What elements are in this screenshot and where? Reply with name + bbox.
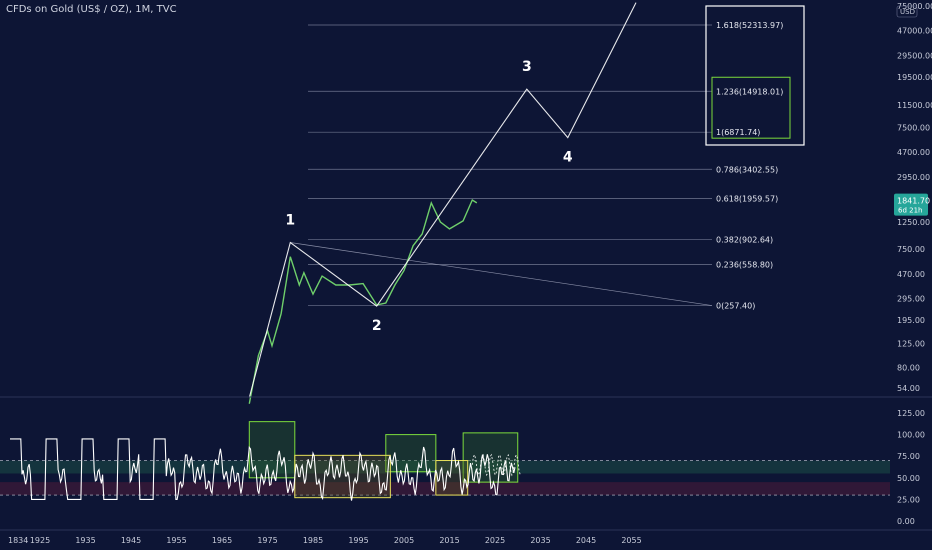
fib-label: 1.618(52313.97) bbox=[716, 21, 783, 30]
fib-label: 0.786(3402.55) bbox=[716, 165, 778, 174]
last-price-value: 1841.70 bbox=[897, 197, 930, 206]
oscillator-projection bbox=[471, 453, 521, 477]
time-tick-label: 1975 bbox=[257, 536, 277, 545]
oscillator-tick-label: 75.00 bbox=[897, 452, 920, 461]
time-tick-label: 1995 bbox=[348, 536, 368, 545]
price-tick-label: 19500.00 bbox=[897, 73, 932, 82]
time-tick-label: 2025 bbox=[485, 536, 505, 545]
fib-label: 1.236(14918.01) bbox=[716, 87, 783, 96]
chart-title: CFDs on Gold (US$ / OZ), 1M, TVC bbox=[6, 4, 177, 15]
price-tick-label: 80.00 bbox=[897, 363, 920, 372]
time-tick-label: 2015 bbox=[439, 536, 459, 545]
price-tick-label: 750.00 bbox=[897, 245, 925, 254]
fib-label: 0.618(1959.57) bbox=[716, 194, 778, 203]
trend-line bbox=[290, 242, 713, 306]
price-tick-label: 2950.00 bbox=[897, 173, 930, 182]
fib-label: 0(257.40) bbox=[716, 302, 755, 311]
price-tick-label: 47000.00 bbox=[897, 27, 932, 36]
elliott-wave-path bbox=[248, 2, 637, 398]
price-tick-label: 195.00 bbox=[897, 316, 925, 325]
time-tick-label: 2055 bbox=[621, 536, 641, 545]
wave-label-1: 1 bbox=[285, 212, 295, 228]
time-tick-label: 1925 bbox=[30, 536, 50, 545]
price-tick-label: 7500.00 bbox=[897, 124, 930, 133]
time-tick-label: 1965 bbox=[212, 536, 232, 545]
currency-box bbox=[896, 5, 918, 18]
time-tick-label: 1834 bbox=[8, 536, 28, 545]
price-tick-label: 75000.00 bbox=[897, 2, 932, 11]
price-tick-label: 29500.00 bbox=[897, 51, 932, 60]
last-price-tag bbox=[894, 193, 928, 216]
currency-label: USD bbox=[900, 8, 915, 16]
wave-label-4: 4 bbox=[563, 150, 573, 166]
wave-label-2: 2 bbox=[372, 318, 382, 334]
time-tick-label: 1985 bbox=[303, 536, 323, 545]
oscillator-green-box bbox=[248, 421, 296, 479]
target-zone-green-box bbox=[711, 76, 791, 139]
fib-label: 1(6871.74) bbox=[716, 128, 760, 137]
oscillator-tick-label: 100.00 bbox=[897, 431, 925, 440]
time-tick-label: 1945 bbox=[121, 536, 141, 545]
time-tick-label: 2035 bbox=[530, 536, 550, 545]
oscillator-tick-label: 125.00 bbox=[897, 409, 925, 418]
oscillator-green-box bbox=[385, 434, 437, 473]
price-tick-label: 1250.00 bbox=[897, 218, 930, 227]
price-series bbox=[248, 198, 478, 404]
time-tick-label: 1935 bbox=[75, 536, 95, 545]
fib-label: 0.382(902.64) bbox=[716, 235, 773, 244]
fib-label: 0.236(558.80) bbox=[716, 261, 773, 270]
price-tick-label: 470.00 bbox=[897, 270, 925, 279]
price-tick-label: 125.00 bbox=[897, 340, 925, 349]
price-tick-label: 4700.00 bbox=[897, 148, 930, 157]
oscillator-tick-label: 0.00 bbox=[897, 517, 915, 526]
time-tick-label: 2045 bbox=[576, 536, 596, 545]
time-tick-label: 1955 bbox=[166, 536, 186, 545]
oscillator-tick-label: 25.00 bbox=[897, 495, 920, 504]
time-tick-label: 2005 bbox=[394, 536, 414, 545]
wave-label-3: 3 bbox=[522, 59, 532, 75]
countdown-value: 6d 21h bbox=[898, 207, 922, 215]
target-zone-white-box bbox=[705, 5, 805, 146]
price-tick-label: 295.00 bbox=[897, 294, 925, 303]
price-tick-label: 11500.00 bbox=[897, 101, 932, 110]
oscillator-tick-label: 50.00 bbox=[897, 474, 920, 483]
oscillator-line bbox=[10, 438, 516, 501]
price-tick-label: 54.00 bbox=[897, 384, 920, 393]
